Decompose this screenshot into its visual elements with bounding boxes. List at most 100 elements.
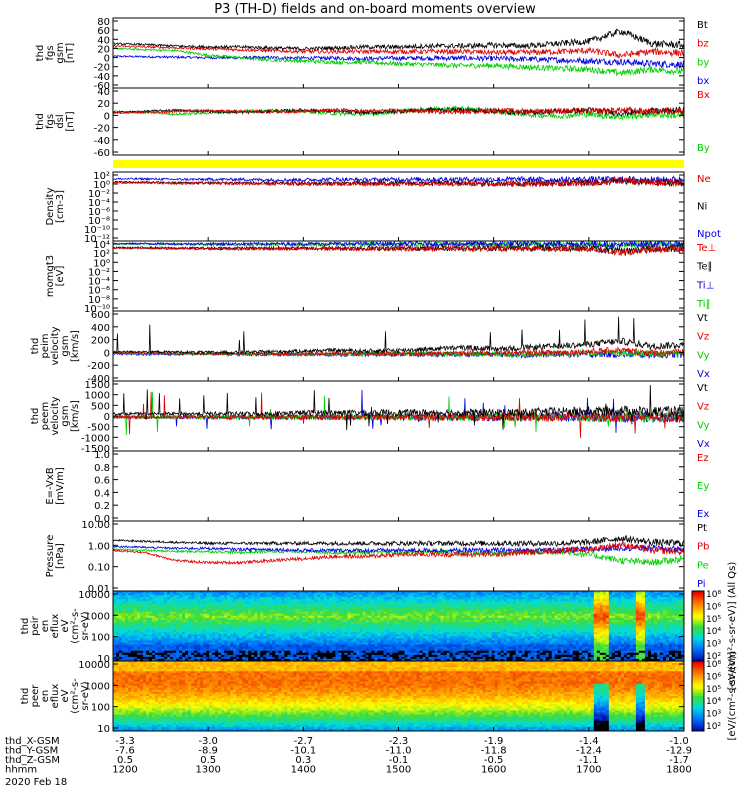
spectrogram-cell: [395, 601, 399, 604]
spectrogram-cell: [302, 648, 306, 652]
spectrogram-cell: [230, 634, 234, 637]
spectrogram-cell: [155, 628, 159, 631]
spectrogram-cell: [176, 652, 180, 656]
spectrogram-cell: [284, 628, 288, 631]
spectrogram-cell: [263, 603, 267, 606]
spectrogram-cell: [350, 593, 354, 596]
spectrogram-cell: [314, 619, 318, 623]
spectrogram-cell: [329, 628, 333, 631]
spectrogram-cell: [281, 603, 285, 606]
spectrogram-cell: [335, 630, 339, 633]
spectrogram-cell: [185, 642, 189, 646]
spectrogram-cell: [359, 634, 363, 637]
spectrogram-cell: [293, 646, 297, 650]
spectrogram-cell: [365, 632, 369, 635]
spectrogram-cell: [374, 658, 378, 662]
spectrogram-cell: [137, 617, 141, 621]
spectrogram-cell: [167, 658, 171, 662]
spectrogram-cell: [257, 595, 261, 598]
spectrogram-cell: [245, 654, 249, 658]
spectrogram-cell: [119, 632, 123, 635]
spectrogram-cell: [143, 597, 147, 600]
spectrogram-cell: [146, 595, 150, 598]
spectrogram-cell: [368, 638, 372, 641]
spectrogram-cell: [218, 642, 222, 646]
spectrogram-cell: [332, 646, 336, 650]
spectrogram-cell: [335, 623, 339, 627]
spectrogram-cell: [116, 642, 120, 646]
spectrogram-cell: [158, 599, 162, 602]
spectrogram-cell: [236, 642, 240, 646]
spectrogram-cell: [377, 654, 381, 658]
spectrogram-cell: [383, 605, 387, 608]
spectrogram-cell: [164, 644, 168, 648]
y-tick-label: -500: [87, 423, 110, 434]
spectrogram-cell: [218, 617, 222, 621]
spectrogram-cell: [269, 597, 273, 600]
spectrogram-cell: [311, 601, 315, 604]
y-axis-label: [cm-3]: [55, 190, 66, 223]
spectrogram-cell: [389, 619, 393, 623]
spectrogram-cell: [347, 644, 351, 648]
spectrogram-cell: [359, 615, 363, 619]
y-tick-label: 0: [104, 412, 110, 423]
spectrogram-cell: [377, 615, 381, 619]
spectrogram-cell: [329, 609, 333, 613]
spectrogram-cell: [239, 623, 243, 627]
spectrogram-cell: [374, 638, 378, 641]
spectrogram-cell: [152, 607, 156, 611]
spectrogram-cell: [113, 640, 117, 643]
spectrogram-cell: [221, 646, 225, 650]
spectrogram-cell: [386, 642, 390, 646]
y-tick-label: 0: [104, 111, 110, 122]
spectrogram-cell: [170, 619, 174, 623]
spectrogram-cell: [317, 646, 321, 650]
spectrogram-cell: [161, 656, 165, 660]
spectrogram-cell: [338, 593, 342, 596]
spectrogram-cell: [326, 636, 330, 639]
spectrogram-cell: [122, 595, 126, 598]
spectrogram-cell: [302, 658, 306, 662]
spectrogram-cell: [299, 626, 303, 629]
spectrogram-cell: [320, 654, 324, 658]
spectrogram-cell: [368, 595, 372, 598]
spectrogram-cell: [281, 630, 285, 633]
spectrogram-cell: [230, 601, 234, 604]
spectrogram-cell: [380, 607, 384, 611]
spectrogram-cell: [314, 632, 318, 635]
spectrogram-cell: [140, 609, 144, 613]
spectrogram-cell: [149, 628, 153, 631]
spectrogram-cell: [167, 628, 171, 631]
spectrogram-cell: [335, 619, 339, 623]
spectrogram-cell: [239, 654, 243, 658]
spectrogram-cell: [311, 644, 315, 648]
spectrogram-cell: [194, 623, 198, 627]
spectrogram-cell: [260, 634, 264, 637]
spectrogram-cell: [257, 654, 261, 658]
spectrogram-cell: [128, 652, 132, 656]
spectrogram-cell: [329, 623, 333, 627]
spectrogram-cell: [176, 597, 180, 600]
spectrogram-cell: [113, 623, 117, 627]
spectrogram-cell: [236, 640, 240, 643]
spectrogram-cell: [272, 654, 276, 658]
spectrogram-cell: [353, 607, 357, 611]
spectrogram-cell: [164, 658, 168, 662]
spectrogram-cell: [383, 656, 387, 660]
y-tick-label: -40: [94, 72, 110, 83]
spectrogram-cell: [140, 642, 144, 646]
spectrogram-cell: [314, 638, 318, 641]
spectrogram-cell: [269, 658, 273, 662]
spectrogram-cell: [359, 652, 363, 656]
spectrogram-cell: [350, 601, 354, 604]
spectrogram-cell: [365, 623, 369, 627]
spectrogram-cell: [359, 628, 363, 631]
spectrogram-cell: [329, 654, 333, 658]
spectrogram-cell: [329, 591, 333, 594]
spectrogram-cell: [140, 621, 144, 625]
spectrogram-cell: [173, 646, 177, 650]
spectrogram-cell: [392, 628, 396, 631]
spectrogram-cell: [209, 626, 213, 629]
spectrogram-cell: [290, 642, 294, 646]
spectrogram-cell: [398, 636, 403, 639]
